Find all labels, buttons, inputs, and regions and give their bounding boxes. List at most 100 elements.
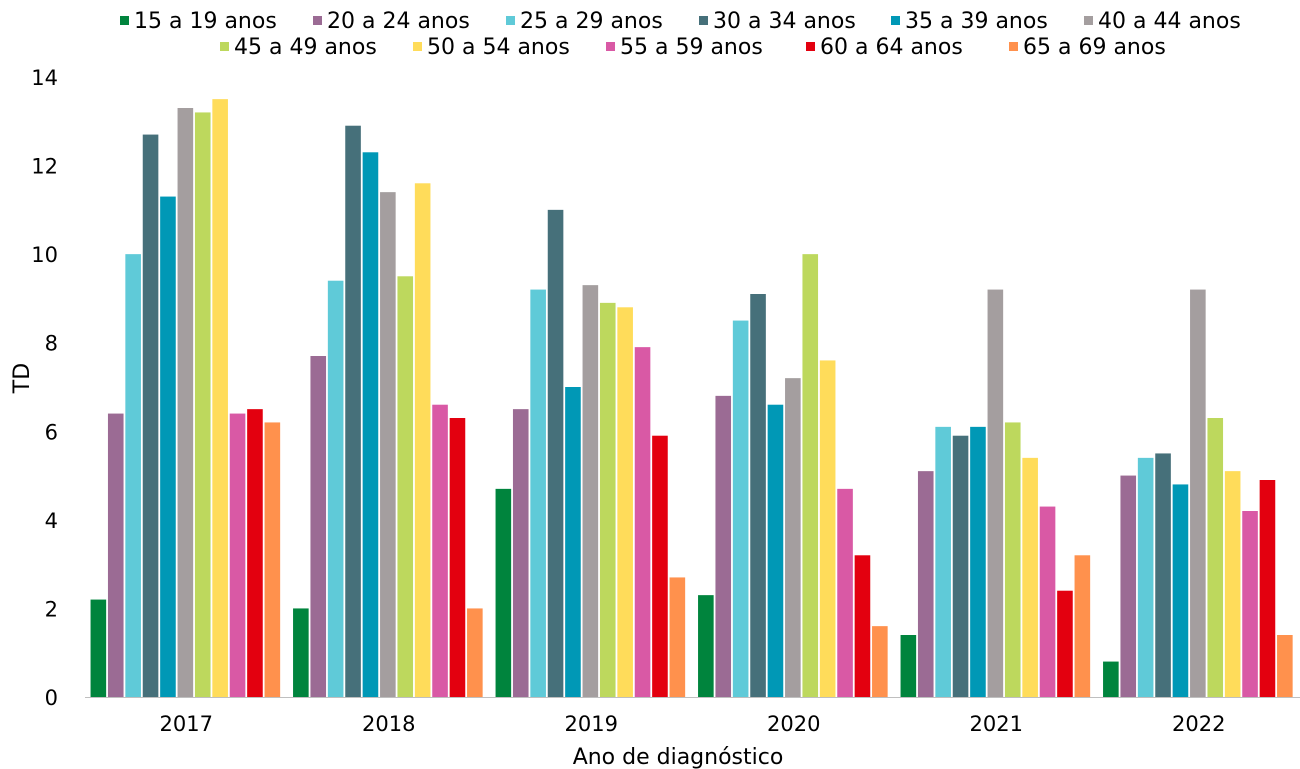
- bar: [1190, 289, 1206, 697]
- bar: [160, 196, 176, 697]
- y-tick-label: 14: [31, 66, 58, 90]
- legend-label: 15 a 19 anos: [134, 9, 277, 34]
- bar: [194, 112, 211, 698]
- x-tick-label: 2021: [970, 712, 1023, 736]
- legend-swatch: [891, 16, 900, 25]
- legend-swatch: [699, 16, 708, 25]
- bar: [1039, 506, 1056, 697]
- bar: [1137, 457, 1154, 697]
- bar: [247, 409, 263, 697]
- bar: [495, 488, 512, 697]
- bar: [90, 599, 107, 697]
- bar: [107, 413, 124, 697]
- bar: [900, 635, 917, 697]
- bar: [1242, 511, 1258, 697]
- bar: [1224, 471, 1241, 697]
- x-tick-label: 2020: [767, 712, 820, 736]
- bar: [819, 360, 836, 697]
- bar: [987, 289, 1004, 697]
- bar: [212, 99, 228, 697]
- bar: [872, 626, 888, 697]
- bar: [785, 378, 801, 697]
- bar: [512, 409, 529, 697]
- bar: [327, 280, 344, 697]
- bar: [547, 209, 564, 698]
- bar: [652, 435, 668, 697]
- y-tick-label: 2: [45, 597, 58, 621]
- y-axis-title: TD: [10, 363, 35, 394]
- bar: [310, 356, 327, 697]
- bar: [177, 108, 194, 697]
- legend-label: 25 a 29 anos: [520, 9, 663, 34]
- y-axis: 0 2 4 6 8 10 12 14: [31, 66, 58, 710]
- legend-label: 30 a 34 anos: [713, 9, 856, 34]
- bar: [952, 435, 969, 697]
- y-tick-label: 0: [45, 686, 58, 710]
- legend: 15 a 19 anos 20 a 24 anos 25 a 29 anos 30 a…: [120, 9, 1241, 60]
- y-tick-label: 12: [31, 155, 58, 179]
- bar: [414, 183, 431, 698]
- bar: [1259, 480, 1276, 697]
- bar: [617, 307, 633, 697]
- bar: [142, 134, 159, 697]
- bars: [90, 99, 1293, 698]
- bar: [582, 285, 599, 697]
- x-tick-label: 2018: [362, 712, 415, 736]
- bar: [715, 395, 732, 697]
- bar: [1004, 422, 1021, 697]
- legend-swatch: [413, 42, 422, 51]
- bar: [432, 404, 448, 697]
- bar: [229, 413, 246, 697]
- legend-label: 65 a 69 anos: [1023, 35, 1166, 60]
- legend-label: 55 a 59 anos: [620, 35, 763, 60]
- bar: [1022, 457, 1038, 697]
- bar: [970, 426, 986, 697]
- bar: [345, 125, 361, 697]
- bar: [449, 418, 466, 697]
- bar: [935, 426, 951, 697]
- bar: [1057, 590, 1073, 697]
- x-tick-label: 2022: [1172, 712, 1225, 736]
- bar: [750, 294, 766, 697]
- bar: [917, 471, 934, 697]
- y-tick-label: 8: [45, 332, 58, 356]
- legend-label: 35 a 39 anos: [905, 9, 1048, 34]
- legend-swatch: [506, 16, 515, 25]
- legend-swatch: [806, 42, 815, 51]
- x-tick-label: 2019: [565, 712, 618, 736]
- bar: [125, 254, 141, 697]
- legend-swatch: [606, 42, 615, 51]
- x-axis: 2017 2018 2019 2020 2021 2022: [160, 712, 1226, 736]
- bar: [1277, 635, 1293, 697]
- y-tick-label: 4: [45, 509, 58, 533]
- bar: [293, 608, 309, 697]
- bar: [467, 608, 483, 697]
- bar: [698, 595, 714, 697]
- y-tick-label: 10: [31, 243, 58, 267]
- legend-swatch: [120, 16, 129, 25]
- bar: [599, 302, 616, 697]
- bar: [530, 289, 546, 697]
- legend-label: 20 a 24 anos: [327, 9, 470, 34]
- legend-swatch: [1084, 16, 1093, 25]
- bar: [1207, 418, 1224, 697]
- bar: [264, 422, 281, 697]
- bar: [837, 488, 853, 697]
- legend-swatch: [1009, 42, 1018, 51]
- bar: [1074, 555, 1091, 697]
- legend-label: 45 a 49 anos: [234, 35, 377, 60]
- bar: [634, 347, 651, 697]
- bar: [854, 555, 871, 697]
- legend-label: 60 a 64 anos: [820, 35, 963, 60]
- legend-swatch: [220, 42, 229, 51]
- legend-label: 50 a 54 anos: [427, 35, 570, 60]
- bar: [802, 254, 819, 697]
- bar: [732, 320, 749, 697]
- bar: [1103, 661, 1119, 697]
- bar: [397, 276, 414, 697]
- bar: [767, 404, 784, 697]
- bar: [669, 577, 686, 697]
- y-tick-label: 6: [45, 420, 58, 444]
- bar: [362, 152, 379, 698]
